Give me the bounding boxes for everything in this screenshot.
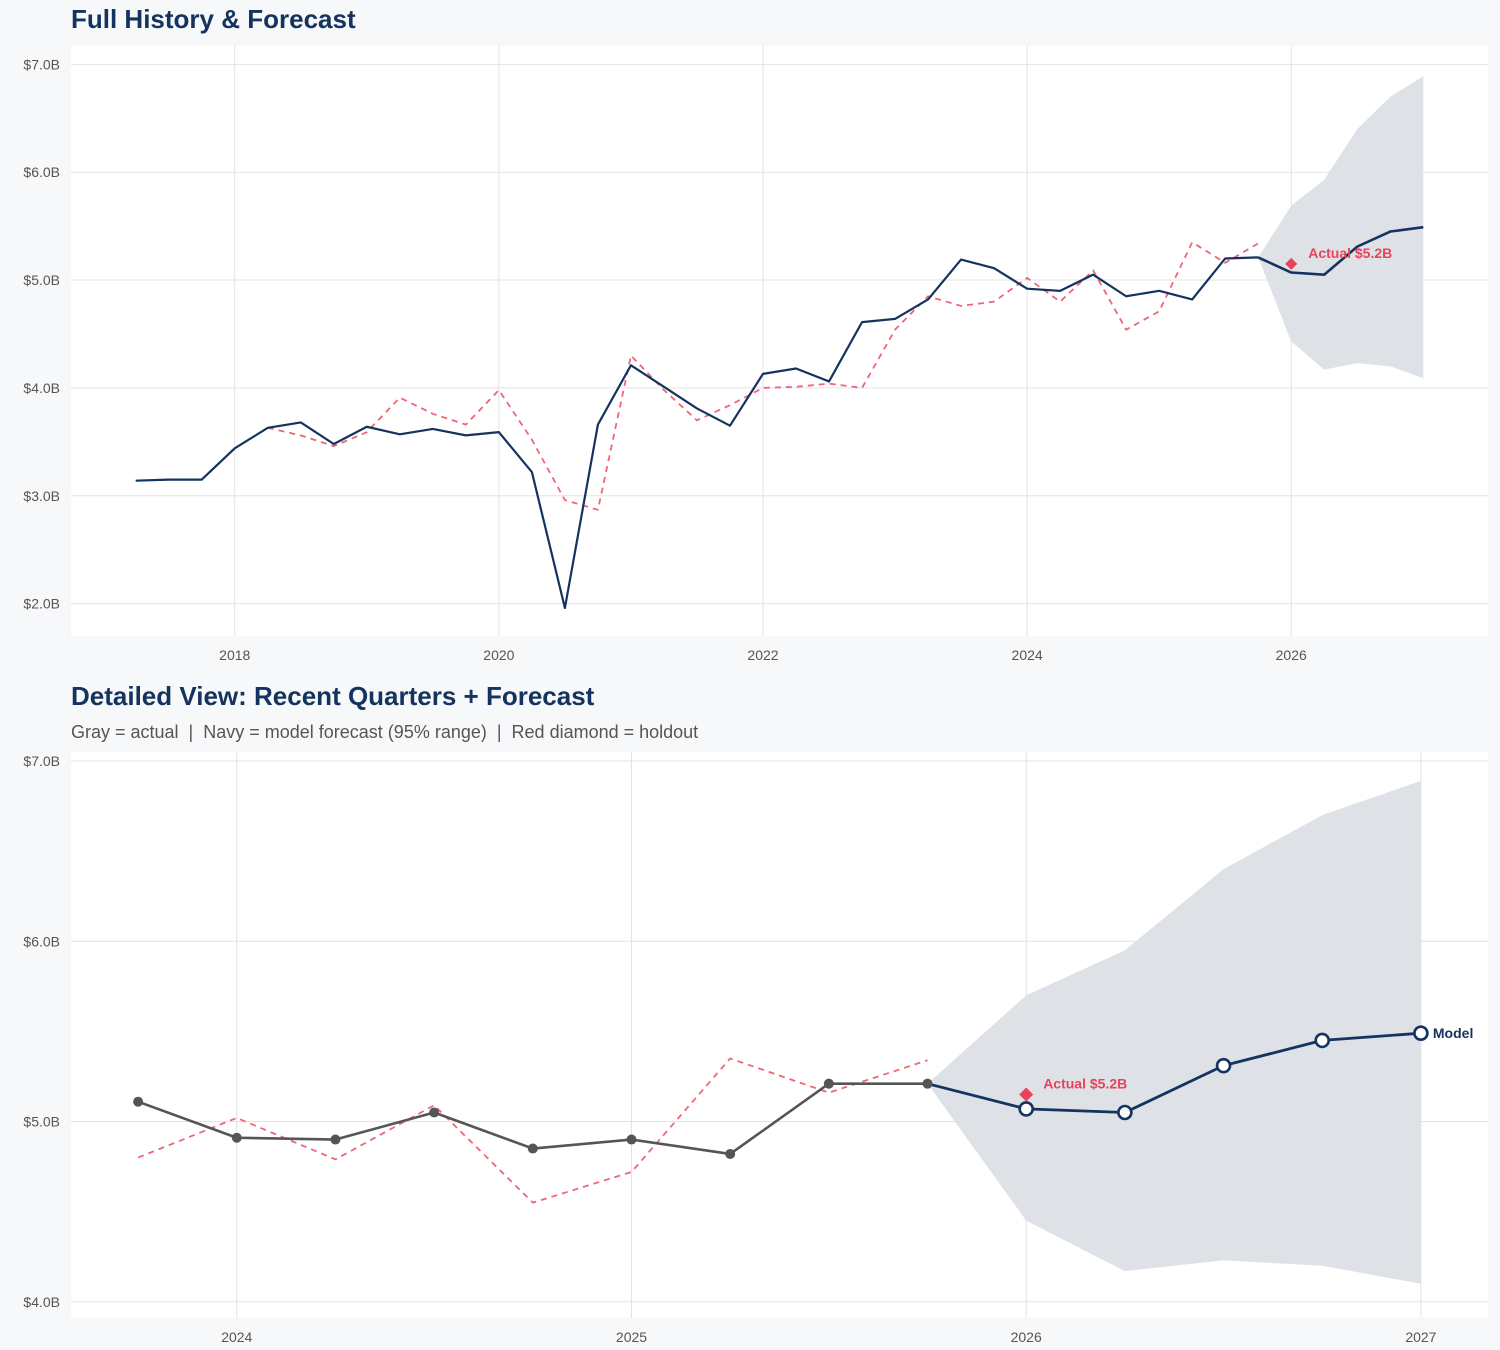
x-tick-label: 2024 (221, 1329, 252, 1345)
x-tick-label: 2018 (219, 647, 250, 663)
y-tick-label: $4.0B (23, 380, 60, 396)
y-tick-label: $6.0B (23, 164, 60, 180)
forecast-line (1257, 225, 1424, 276)
x-tick-label: 2027 (1405, 1329, 1436, 1345)
chart-1-title: Full History & Forecast (71, 4, 356, 34)
holdout-diamond (1285, 257, 1298, 270)
actual-point (922, 1078, 933, 1089)
y-tick-label: $4.0B (23, 1294, 60, 1310)
actual-point (823, 1078, 834, 1089)
holdout-diamond (1019, 1087, 1034, 1102)
forecast-95-band (927, 780, 1421, 1284)
actual-point (527, 1143, 538, 1154)
forecast-point (1018, 1101, 1034, 1117)
actual-point (231, 1132, 242, 1143)
fitted-dashed-line (267, 241, 1259, 511)
forecast-line (927, 1031, 1422, 1114)
plot-area (71, 46, 1488, 636)
y-tick-label: $5.0B (23, 1114, 60, 1130)
y-tick-label: $7.0B (23, 753, 60, 769)
y-tick-label: $5.0B (23, 272, 60, 288)
actual-point (429, 1107, 440, 1118)
y-tick-label: $7.0B (23, 56, 60, 72)
holdout-label: Actual $5.2B (1043, 1075, 1127, 1091)
x-tick-label: 2020 (483, 647, 514, 663)
x-tick-label: 2025 (616, 1329, 647, 1345)
actual-line (135, 256, 1259, 610)
x-tick-label: 2026 (1011, 1329, 1042, 1345)
forecast-point (1117, 1104, 1133, 1121)
forecast-point (1413, 1025, 1429, 1041)
actual-point (133, 1096, 144, 1107)
forecast-point (1314, 1032, 1331, 1049)
chart-1-history: $2.0B $3.0B $4.0B $5.0B $6.0B $7.0B 2018 2020 20… (23, 46, 1488, 663)
fitted-dashed-line (137, 1057, 928, 1204)
x-tick-label: 2024 (1012, 647, 1043, 663)
actual-point (725, 1148, 736, 1159)
forecast-95-band (1258, 76, 1424, 379)
actual-point (626, 1134, 637, 1145)
y-tick-label: $2.0B (23, 596, 60, 612)
x-tick-label: 2026 (1276, 647, 1307, 663)
forecast-point (1215, 1057, 1232, 1074)
y-tick-label: $6.0B (23, 933, 60, 949)
x-tick-label: 2022 (747, 647, 778, 663)
holdout-label: Actual $5.2B (1308, 245, 1392, 261)
actual-point (330, 1134, 341, 1145)
y-tick-label: $3.0B (23, 488, 60, 504)
chart-2-title: Detailed View: Recent Quarters + Forecas… (71, 681, 595, 711)
chart-2-subtitle: Gray = actual | Navy = model forecast (9… (71, 722, 699, 742)
model-label: Model (1433, 1025, 1473, 1041)
